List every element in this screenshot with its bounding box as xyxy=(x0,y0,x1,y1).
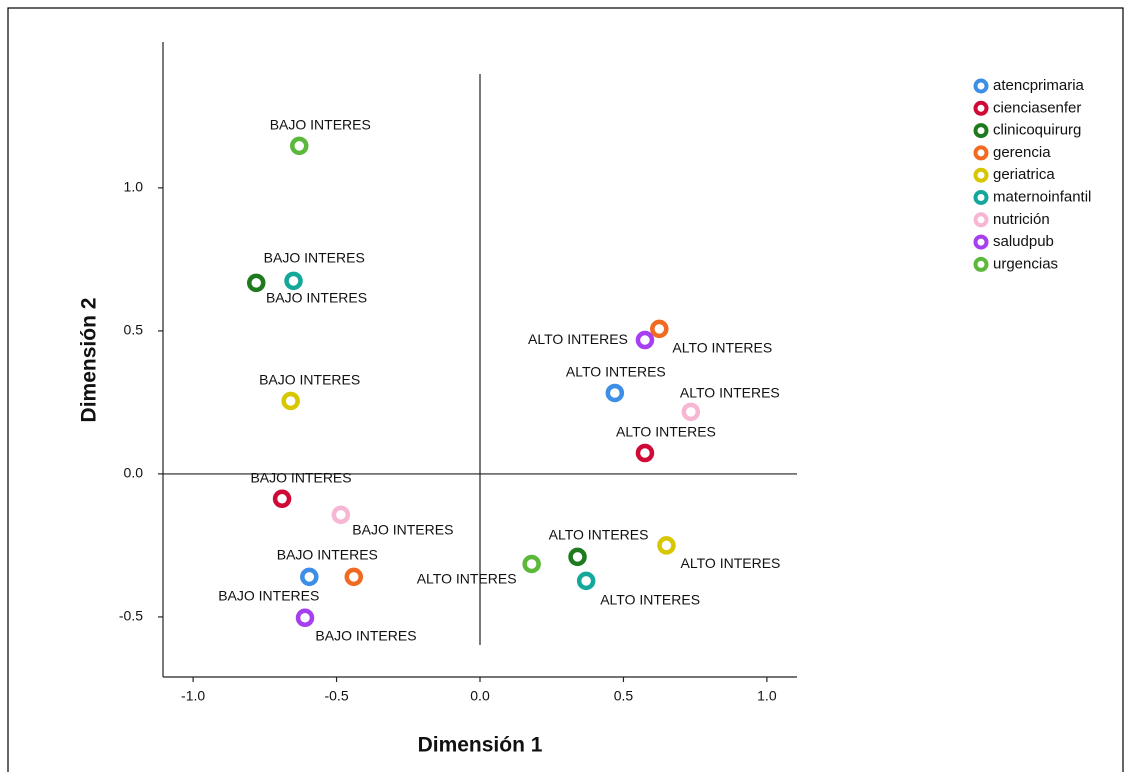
point-label: BAJO INTERES xyxy=(277,547,378,563)
point-label: BAJO INTERES xyxy=(270,117,371,133)
legend-label: clinicoquirurg xyxy=(993,122,1081,139)
y-axis-title: Dimensión 2 xyxy=(78,298,101,423)
point xyxy=(295,608,315,628)
point xyxy=(605,383,625,403)
y-tick-label: 1.0 xyxy=(124,179,144,195)
point xyxy=(657,536,676,555)
frame xyxy=(7,7,1124,772)
legend-marker xyxy=(973,78,989,94)
point xyxy=(281,391,300,411)
legend-label: urgencias xyxy=(993,255,1058,272)
point-label: BAJO INTERES xyxy=(259,372,360,388)
point-label: BAJO INTERES xyxy=(218,588,319,604)
x-tick-label: -1.0 xyxy=(181,688,205,704)
point-label: ALTO INTERES xyxy=(566,364,666,380)
point-label: ALTO INTERES xyxy=(680,385,780,401)
point-label: BAJO INTERES xyxy=(315,627,416,643)
legend-marker xyxy=(973,123,989,139)
point xyxy=(681,402,701,422)
point-label: ALTO INTERES xyxy=(528,331,628,347)
legend-label: nutrición xyxy=(993,211,1050,228)
point xyxy=(522,554,541,574)
point xyxy=(284,271,303,291)
x-axis-title: Dimensión 1 xyxy=(418,734,543,757)
y-tick-label: 0.0 xyxy=(124,465,144,481)
x-tick-label: 0.0 xyxy=(470,688,490,704)
y-tick-label: -0.5 xyxy=(119,608,143,624)
point-label: BAJO INTERES xyxy=(266,290,367,306)
legend-marker xyxy=(973,100,989,116)
point-label: BAJO INTERES xyxy=(352,522,453,538)
point-label: ALTO INTERES xyxy=(616,424,716,440)
point-label: ALTO INTERES xyxy=(672,340,772,356)
legend-label: atencprimaria xyxy=(993,77,1085,94)
legend-marker xyxy=(973,234,989,250)
legend-marker xyxy=(973,167,989,183)
legend-label: geriatrica xyxy=(993,166,1055,183)
point xyxy=(246,273,266,293)
legend-label: gerencia xyxy=(993,144,1051,161)
legend-marker xyxy=(973,256,989,272)
legend-marker xyxy=(973,145,989,161)
point xyxy=(650,319,669,339)
legend-label: saludpub xyxy=(993,233,1054,250)
x-tick-label: 1.0 xyxy=(757,688,777,704)
point xyxy=(344,567,364,587)
legend-label: cienciasenfer xyxy=(993,99,1081,116)
x-tick-label: -0.5 xyxy=(324,688,348,704)
legend-label: maternoinfantil xyxy=(993,188,1091,205)
point xyxy=(290,136,309,156)
x-tick-label: 0.5 xyxy=(614,688,634,704)
point xyxy=(576,571,596,591)
point-label: ALTO INTERES xyxy=(549,527,649,543)
point-label: ALTO INTERES xyxy=(681,555,781,571)
point xyxy=(635,330,655,350)
point xyxy=(300,567,319,587)
point xyxy=(331,505,351,525)
point xyxy=(272,489,292,509)
legend-marker xyxy=(973,212,989,228)
y-tick-label: 0.5 xyxy=(124,322,144,338)
point xyxy=(568,547,587,567)
point-label: BAJO INTERES xyxy=(250,470,351,486)
point xyxy=(635,443,655,463)
point-label: ALTO INTERES xyxy=(417,571,517,587)
point-label: ALTO INTERES xyxy=(600,592,700,608)
legend-marker xyxy=(973,190,989,205)
point-label: BAJO INTERES xyxy=(264,250,365,266)
